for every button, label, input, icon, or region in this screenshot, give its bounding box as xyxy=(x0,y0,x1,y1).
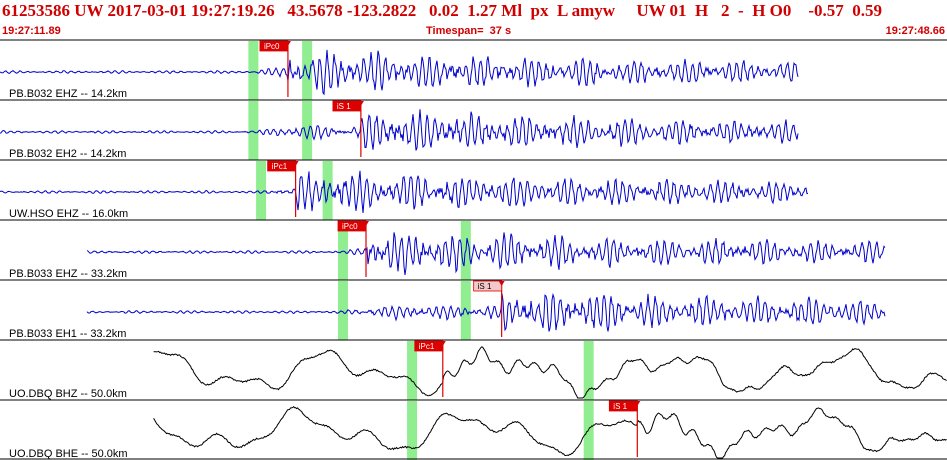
channel-row[interactable]: iPc0 PB.B033 EHZ -- 33.2km xyxy=(0,219,947,280)
pick-label: iPc0 xyxy=(342,222,358,231)
pick-arrow xyxy=(284,41,291,46)
pick-arrow xyxy=(363,221,370,226)
channel-label: PB.B032 EHZ -- 14.2km xyxy=(9,88,127,100)
timespan-label: Timespan= 37 s xyxy=(426,25,512,37)
channel-row[interactable]: iS 1 PB.B033 EH1 -- 33.2km xyxy=(0,279,947,340)
arrival-window xyxy=(583,341,594,400)
header-bar: 61253586 UW 2017-03-01 19:27:19.26 43.56… xyxy=(0,0,947,40)
pick-arrow xyxy=(357,101,364,106)
waveform-trace xyxy=(86,232,886,275)
start-time: 19:27:11.89 xyxy=(2,25,61,37)
pick-arrow xyxy=(439,341,446,346)
event-title: 61253586 UW 2017-03-01 19:27:19.26 43.56… xyxy=(2,1,883,20)
end-time: 19:27:48.66 xyxy=(885,25,945,37)
arrival-window xyxy=(248,41,259,100)
waveform-trace xyxy=(153,346,947,399)
channel-row[interactable]: iPc1 UW.HSO EHZ -- 16.0km xyxy=(0,159,947,220)
pick-label: iS 1 xyxy=(478,282,492,291)
channel-label: UO.DBQ BHZ -- 50.0km xyxy=(9,388,127,400)
arrival-window xyxy=(248,101,259,160)
waveform-trace xyxy=(153,406,947,459)
waveform-trace xyxy=(0,170,809,214)
channel-label: PB.B033 EHZ -- 33.2km xyxy=(9,268,127,280)
arrival-window xyxy=(337,281,348,340)
channel-row[interactable]: iS 1 UO.DBQ BHE -- 50.0km xyxy=(0,399,947,460)
pick-label: iS 1 xyxy=(613,402,627,411)
pick-label: iPc0 xyxy=(264,42,280,51)
pick-label: iPc1 xyxy=(272,162,288,171)
channel-row[interactable]: iS 1 PB.B032 EH2 -- 14.2km xyxy=(0,99,947,160)
channel-label: PB.B032 EH2 -- 14.2km xyxy=(9,148,126,160)
pick-label: iPc1 xyxy=(419,342,435,351)
arrival-window xyxy=(407,401,418,460)
pick-arrow xyxy=(634,401,641,406)
channel-row[interactable]: iPc0 PB.B032 EHZ -- 14.2km xyxy=(0,39,947,100)
waveform-trace xyxy=(0,109,799,151)
arrival-window xyxy=(337,221,348,280)
arrival-window xyxy=(407,341,418,400)
pick-arrow xyxy=(498,281,505,286)
arrival-window xyxy=(302,41,313,100)
channel-label: PB.B033 EH1 -- 33.2km xyxy=(9,328,126,340)
arrival-window xyxy=(256,161,267,220)
channel-row[interactable]: iPc1 UO.DBQ BHZ -- 50.0km xyxy=(0,339,947,400)
arrival-window xyxy=(302,101,313,160)
channel-label: UO.DBQ BHE -- 50.0km xyxy=(9,448,128,460)
channel-label: UW.HSO EHZ -- 16.0km xyxy=(9,208,128,220)
pick-arrow xyxy=(292,161,299,166)
pick-label: iS 1 xyxy=(337,102,351,111)
waveform-trace xyxy=(86,292,886,332)
waveform-trace xyxy=(0,49,799,96)
